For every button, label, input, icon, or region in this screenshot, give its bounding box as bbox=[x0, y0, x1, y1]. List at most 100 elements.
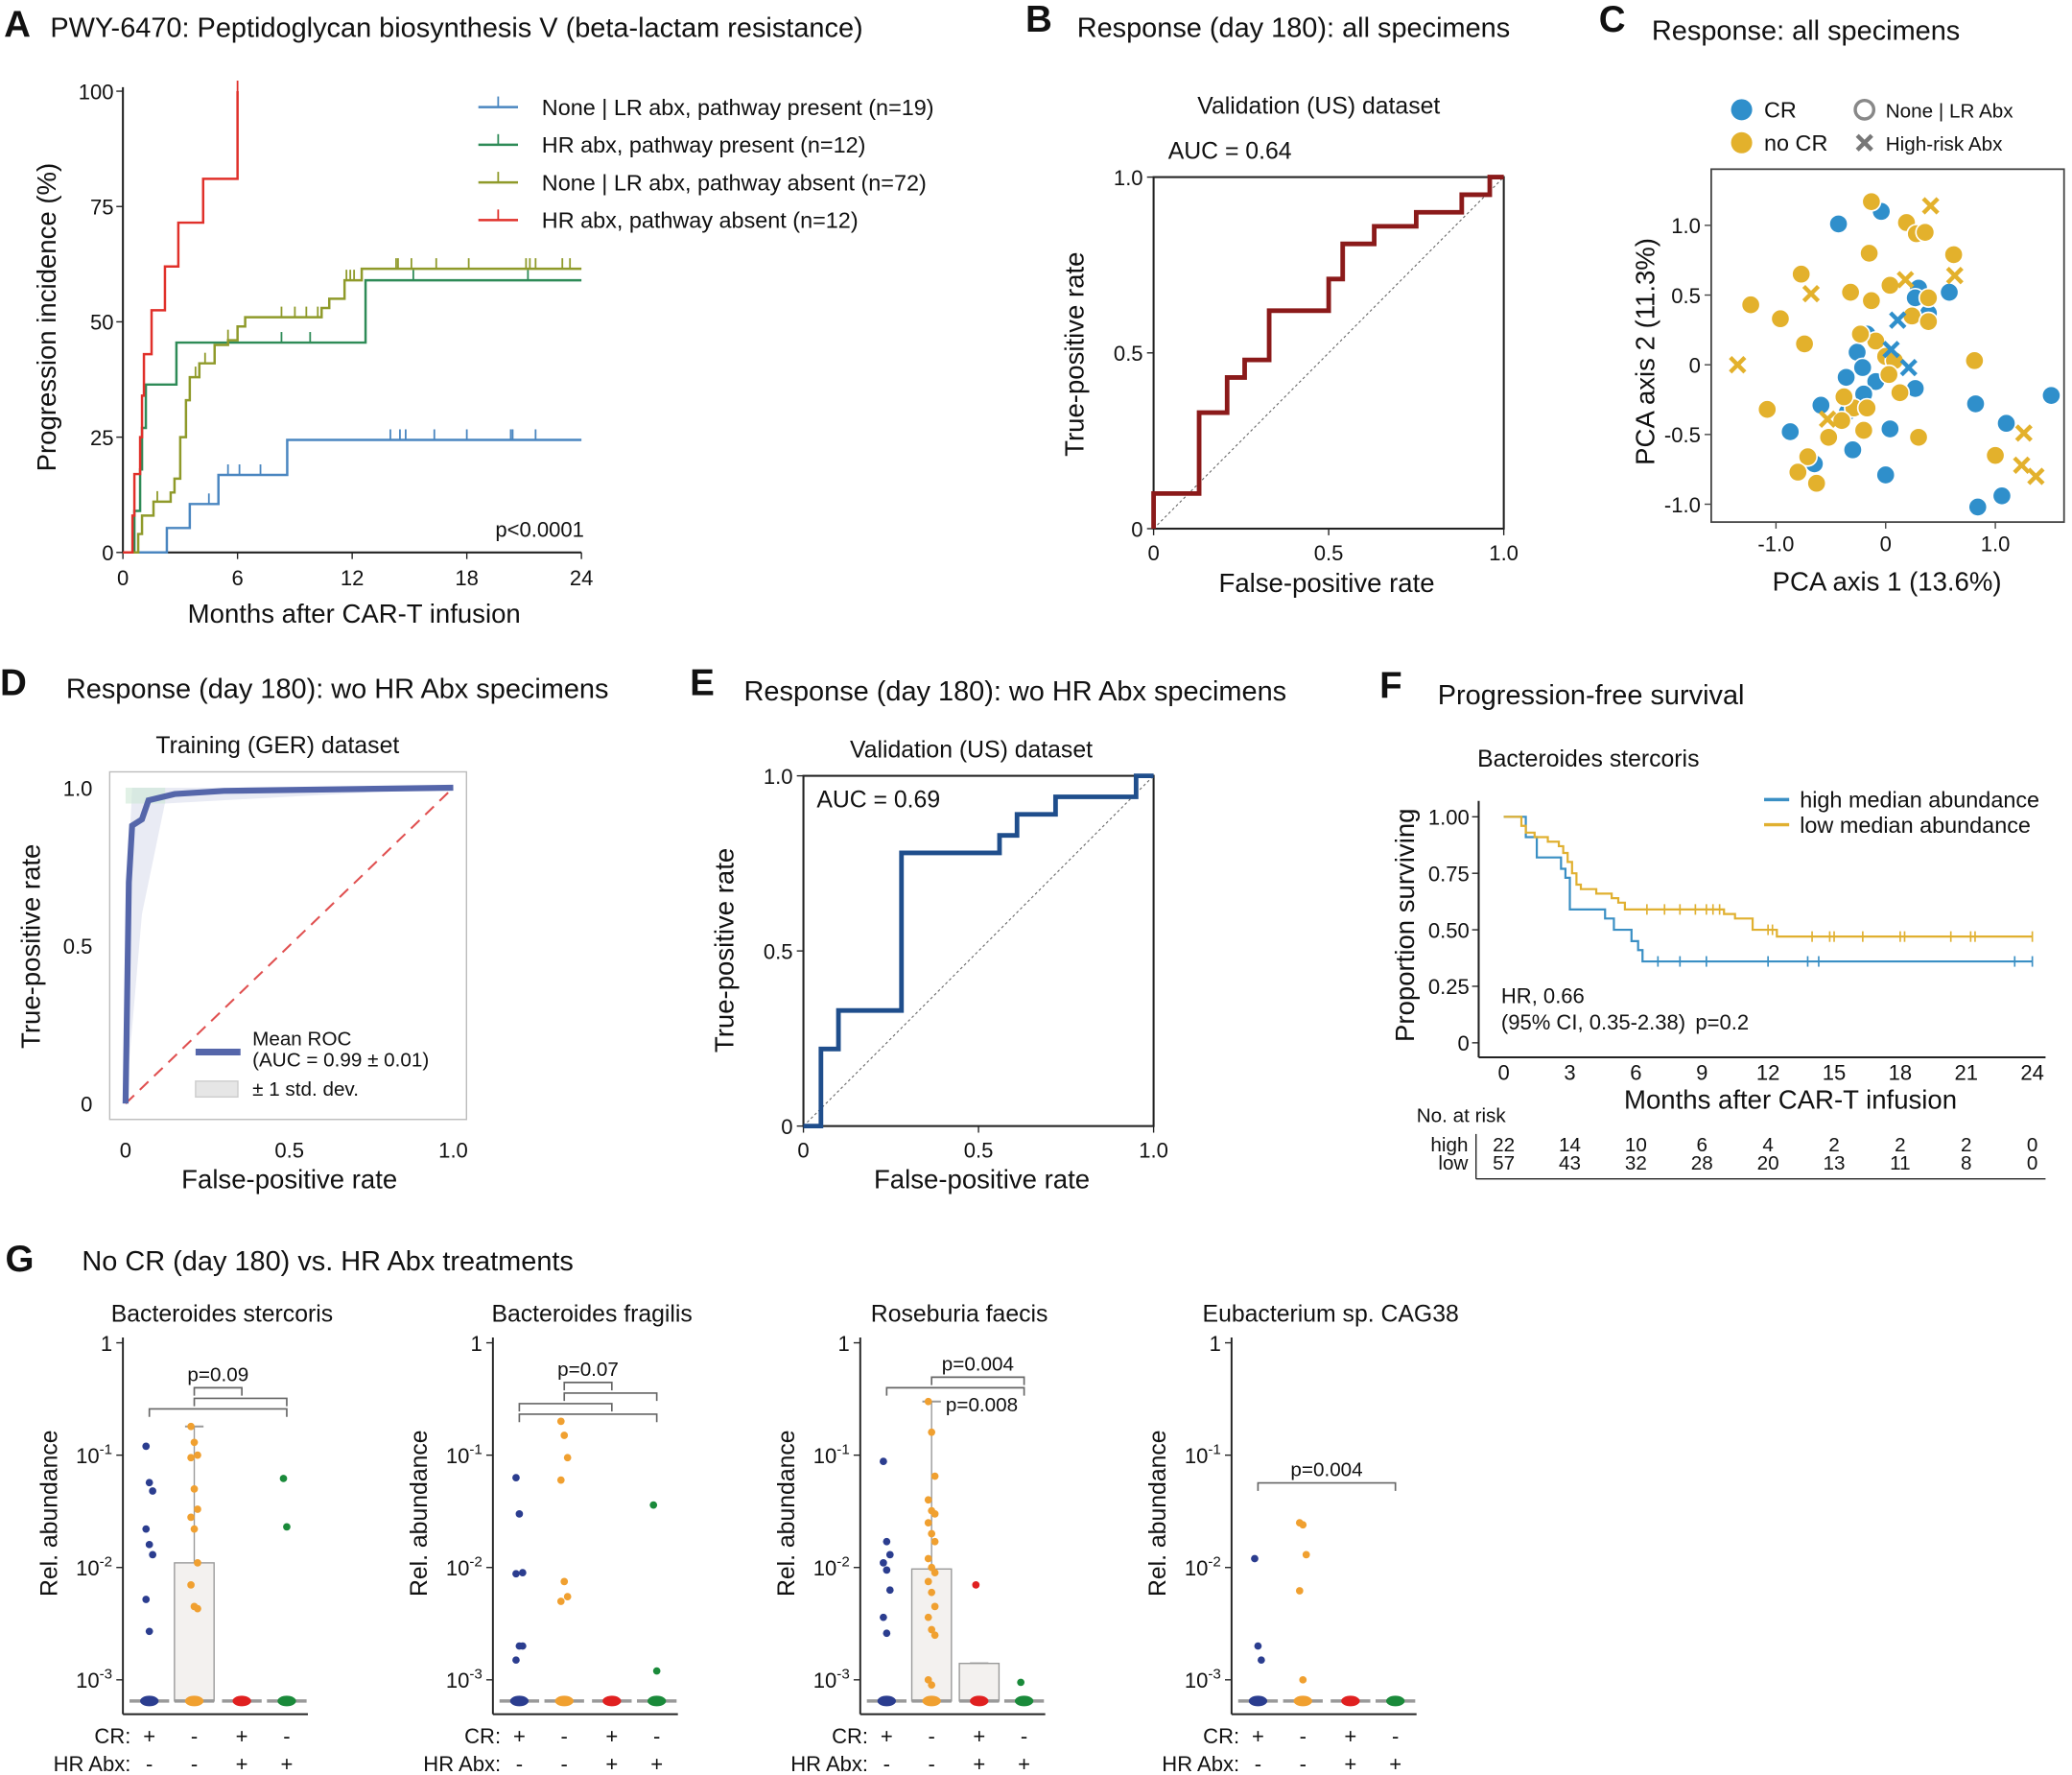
data-point bbox=[880, 1457, 887, 1465]
group-hr-sign: - bbox=[929, 1752, 935, 1775]
risk-value: 2 bbox=[1961, 1134, 1972, 1156]
tick-exponent: -2 bbox=[836, 1553, 849, 1570]
data-point bbox=[1943, 244, 1965, 265]
y-tick-label: 10-1 bbox=[813, 1441, 850, 1468]
data-point bbox=[560, 1577, 569, 1586]
series-line bbox=[123, 438, 582, 555]
data-point bbox=[563, 1593, 572, 1600]
data-point bbox=[928, 1529, 936, 1538]
data-point bbox=[1996, 413, 2016, 434]
tick-base: 10 bbox=[1185, 1668, 1209, 1692]
legend-marker bbox=[1853, 98, 1876, 121]
y-tick-label: 10-2 bbox=[446, 1553, 483, 1580]
significance-bracket bbox=[563, 1382, 613, 1391]
floor-points bbox=[922, 1695, 941, 1707]
group-cr-sign: - bbox=[283, 1724, 290, 1748]
group-hr-sign: + bbox=[1344, 1752, 1356, 1775]
subplot-title: Eubacterium sp. CAG38 bbox=[1203, 1302, 1459, 1328]
panel-c-plot: -1.0 0 1.0 1.0 0.5 0 -0.5 -1.0 CR no CR None | LR … bbox=[1664, 98, 2065, 556]
legend-std-swatch bbox=[195, 1080, 239, 1099]
y-tick-label: 10-1 bbox=[446, 1441, 483, 1468]
data-point bbox=[1890, 382, 1911, 403]
data-point bbox=[924, 1554, 932, 1563]
panel-d: D Response (day 180): wo HR Abx specimen… bbox=[0, 663, 608, 1195]
data-point bbox=[1017, 1678, 1025, 1687]
y-axis-label: Rel. abundance bbox=[36, 1430, 62, 1597]
y-tick-label: 10-3 bbox=[76, 1666, 112, 1692]
panel-e-xlabel: False-positive rate bbox=[874, 1164, 1090, 1194]
risk-value: 4 bbox=[1762, 1134, 1774, 1156]
data-point bbox=[142, 1442, 151, 1451]
panel-f-pvalue: p=0.2 bbox=[1695, 1010, 1749, 1034]
significance-bracket bbox=[1257, 1481, 1397, 1491]
data-point-cross bbox=[2014, 424, 2033, 442]
risk-value: 20 bbox=[1757, 1152, 1779, 1174]
data-point bbox=[1861, 191, 1882, 212]
y-tick-label: 25 bbox=[90, 426, 114, 450]
tick-base: 10 bbox=[446, 1444, 470, 1468]
panel-a: A PWY-6470: Peptidoglycan biosynthesis V… bbox=[4, 5, 933, 628]
data-point bbox=[194, 1604, 201, 1613]
panel-letter-e: E bbox=[690, 663, 715, 704]
roc-curve bbox=[1151, 175, 1504, 530]
floor-points bbox=[277, 1695, 296, 1707]
data-point bbox=[924, 1577, 932, 1586]
data-point bbox=[1918, 311, 1939, 332]
data-point bbox=[1779, 421, 1801, 442]
legend-label: no CR bbox=[1764, 130, 1827, 155]
y-tick-label: 10-2 bbox=[813, 1553, 850, 1580]
risk-row-label: low bbox=[1438, 1152, 1468, 1174]
y-tick-label: 0 bbox=[102, 541, 113, 565]
y-tick-label: 0.5 bbox=[764, 939, 793, 963]
data-point-cross bbox=[1729, 356, 1747, 374]
tick-exponent: -2 bbox=[469, 1553, 482, 1570]
tick-exponent: -1 bbox=[836, 1441, 849, 1457]
panel-f-hr: HR, 0.66 bbox=[1501, 984, 1585, 1008]
panel-d-title: Response (day 180): wo HR Abx specimens bbox=[66, 674, 609, 704]
significance-bracket bbox=[148, 1408, 288, 1417]
series-line bbox=[123, 267, 582, 555]
y-tick-label: 10-3 bbox=[1185, 1666, 1221, 1692]
tick-exponent: -2 bbox=[1208, 1553, 1220, 1570]
std-band bbox=[125, 787, 454, 1104]
x-tick-label: 12 bbox=[1756, 1060, 1780, 1084]
data-point bbox=[1879, 418, 1900, 439]
group-cr-sign: - bbox=[653, 1724, 660, 1748]
data-point bbox=[283, 1523, 291, 1531]
data-point bbox=[1840, 282, 1861, 303]
panel-d-xlabel: False-positive rate bbox=[181, 1164, 397, 1194]
row-label-cr: CR: bbox=[1203, 1724, 1239, 1748]
risk-value: 0 bbox=[2027, 1152, 2038, 1174]
data-point-cross bbox=[1896, 271, 1915, 289]
panel-c-xlabel: PCA axis 1 (13.6%) bbox=[1773, 567, 2002, 597]
row-label-hr: HR Abx: bbox=[790, 1752, 868, 1775]
risk-value: 2 bbox=[1828, 1134, 1840, 1156]
panel-e-ylabel: True-positive rate bbox=[710, 848, 740, 1053]
y-tick-label: 0.5 bbox=[1114, 342, 1143, 366]
group-hr-sign: - bbox=[1255, 1752, 1261, 1775]
data-point bbox=[1991, 485, 2013, 507]
group-hr-sign: - bbox=[883, 1752, 890, 1775]
floor-points bbox=[648, 1695, 667, 1707]
group-hr-sign: + bbox=[236, 1752, 248, 1775]
data-point bbox=[880, 1613, 887, 1621]
floor-points bbox=[877, 1695, 896, 1707]
data-point bbox=[149, 1487, 156, 1495]
x-tick-label: 0 bbox=[1147, 541, 1159, 565]
tick-exponent: -1 bbox=[100, 1441, 112, 1457]
tick-base: 10 bbox=[813, 1556, 837, 1580]
series-line bbox=[123, 278, 582, 555]
data-point bbox=[924, 1613, 932, 1621]
data-point bbox=[145, 1479, 153, 1487]
tick-base: 1 bbox=[1210, 1332, 1221, 1356]
data-point bbox=[885, 1586, 894, 1595]
group-cr-sign: + bbox=[236, 1724, 248, 1748]
floor-points bbox=[1386, 1695, 1405, 1707]
data-point bbox=[560, 1432, 569, 1439]
legend-std: ± 1 std. dev. bbox=[252, 1078, 359, 1100]
data-point bbox=[142, 1525, 151, 1533]
legend-label: None | LR Abx bbox=[1886, 101, 2013, 123]
data-point bbox=[556, 1598, 565, 1605]
group-hr-sign: + bbox=[650, 1752, 663, 1775]
data-point bbox=[279, 1475, 288, 1482]
